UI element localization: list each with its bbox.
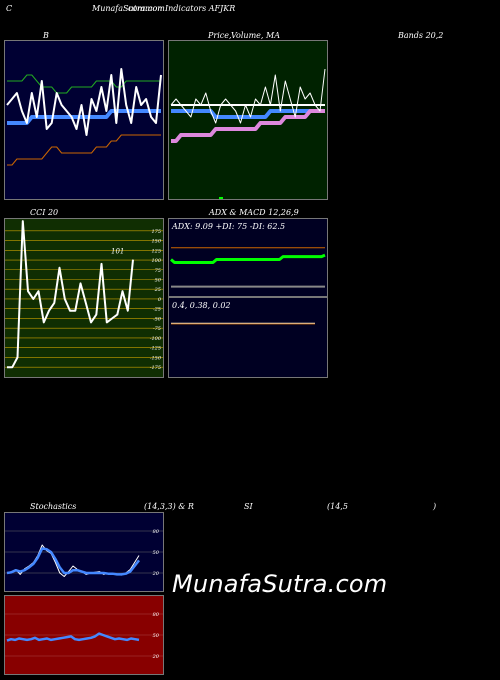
cci-tick-label: 100: [151, 258, 161, 264]
stoch-tick-label: 50: [153, 550, 160, 556]
cci-tick-label: 25: [154, 287, 161, 293]
adx-minus-di-line: [170, 253, 326, 264]
stoch-d-line: [6, 547, 140, 576]
adx-panel: ADX: 9.09 +DI: 75 -DI: 62.5: [168, 218, 328, 297]
cci-tick-label: 0: [158, 297, 162, 303]
rsi-panel: 80 50 20: [4, 595, 164, 675]
stoch-k-line: [6, 544, 140, 577]
cci-line: [7, 220, 134, 369]
macd-chart: [171, 322, 315, 325]
label-price: Price,: [208, 31, 232, 40]
ma-pink-line: [171, 109, 325, 143]
label-stoch-params: (14,3,3) & R: [144, 502, 194, 511]
volume-bar: [219, 197, 223, 199]
label-stochastics: Stochastics: [30, 502, 77, 511]
bollinger-upper-band: [7, 74, 161, 94]
stoch-tick-label: 80: [153, 529, 160, 535]
label-rsi-si: SI: [244, 502, 253, 511]
header-title: MunafaSutra.com: [92, 4, 165, 13]
cci-tick-label: -175: [150, 365, 161, 371]
rsi-tick-label: 20: [152, 654, 160, 660]
bollinger-price-line: [6, 68, 162, 136]
price-line: [170, 68, 326, 124]
header-title-overlay: common Indicators AFJKR: [128, 4, 236, 13]
rsi-chart: 80 50 20: [5, 612, 163, 660]
cci-tick-label: -25: [153, 307, 161, 313]
header-c: C: [6, 4, 13, 13]
macd-values: 0.4, 0.38, 0.02: [172, 301, 231, 310]
label-cci: CCI 20: [30, 208, 59, 217]
bollinger-panel: [4, 40, 164, 200]
cci-panel: 175 150 125 100 75 50 25 0 -25 -50 -75 -100 -125 -150…: [4, 218, 164, 378]
label-ma: MA: [266, 31, 280, 40]
stochastics-panel: 80 50 20: [4, 512, 164, 592]
cci-tick-label: -125: [150, 346, 161, 352]
cci-tick-label: -50: [153, 316, 162, 322]
adx-values: ADX: 9.09 +DI: 75 -DI: 62.5: [172, 222, 286, 231]
cci-tick-label: -100: [150, 336, 162, 342]
label-rsi-close: ): [433, 502, 437, 511]
cci-tick-label: 125: [151, 248, 161, 254]
label-bands: Bands 20,2: [398, 31, 444, 40]
watermark: MunafaSutra.com: [172, 570, 388, 598]
adx-chart: [170, 247, 326, 288]
cci-tick-label: 75: [155, 268, 161, 274]
rsi-tick-label: 50: [153, 633, 160, 639]
cci-tick-label: -150: [150, 355, 162, 361]
rsi-tick-label: 80: [153, 612, 160, 618]
cci-chart: 175 150 125 100 75 50 25 0 -25 -50 -75 -100 -125 -150…: [5, 220, 163, 371]
price-ma-chart: [170, 68, 326, 199]
label-price-overlay: Volume,: [231, 31, 264, 40]
ma-blue-line: [171, 109, 325, 119]
rsi-line: [6, 632, 140, 642]
bollinger-chart: [6, 68, 162, 166]
cci-tick-label: 175: [151, 229, 161, 235]
label-b: B: [43, 31, 49, 40]
bollinger-lower-band: [7, 134, 161, 166]
stochastics-chart: 80 50 20: [5, 529, 163, 577]
label-adx-macd: ADX & MACD 12,26,9: [209, 208, 299, 217]
cci-tick-label: 150: [151, 239, 161, 245]
cci-last-value: 101: [111, 248, 124, 256]
macd-panel: 0.4, 0.38, 0.02: [168, 297, 328, 378]
cci-tick-label: 50: [155, 277, 162, 283]
cci-tick-label: -75: [153, 326, 161, 332]
label-rsi-params: (14,5: [327, 502, 348, 511]
stoch-tick-label: 20: [152, 571, 160, 577]
price-ma-panel: [168, 40, 328, 200]
